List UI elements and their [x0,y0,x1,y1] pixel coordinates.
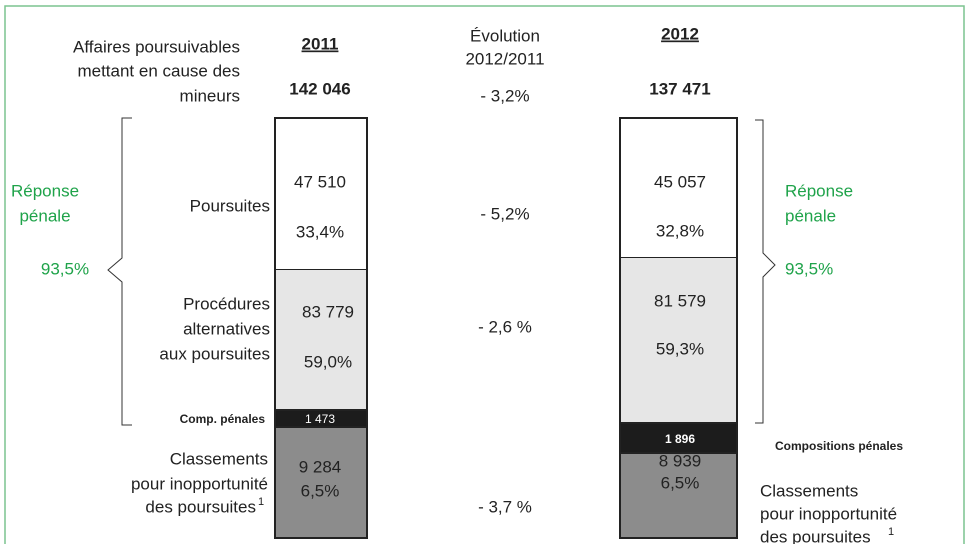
row-label: pour inopportunité [131,474,268,493]
count: 1 896 [665,432,695,446]
year: 2012 [661,24,699,43]
block-poursuites [274,117,368,271]
footnote-marker: 1 [258,496,264,508]
count: 1 473 [305,412,335,426]
count: 83 779 [302,302,354,321]
count: 9 284 [299,457,342,476]
row-label: des poursuites [760,527,871,544]
right-brace [755,119,776,424]
row-label: aux poursuites [159,344,270,363]
row-label: des poursuites [145,497,256,516]
share: 32,8% [656,221,704,240]
count: 81 579 [654,291,706,310]
penal-share: 93,5% [785,259,833,278]
share: 6,5% [661,473,700,492]
share: 59,3% [656,339,704,358]
row-label: mineurs [180,86,240,105]
row-label: Poursuites [190,196,270,215]
block-alternatives [275,270,367,410]
penal-label: pénale [785,206,836,225]
block-compositions [619,422,738,454]
row-label: Comp. pénales [180,412,266,426]
left-brace [107,117,132,426]
frame [4,5,965,544]
footnote-marker: 1 [888,526,894,538]
block-classements [274,426,368,539]
column-2011 [274,117,368,539]
share: 6,5% [301,481,340,500]
row-label: pour inopportunité [760,504,897,523]
penal-share: 93,5% [41,259,89,278]
evolution-header: Évolution [470,26,540,45]
penal-label: Réponse [11,181,79,200]
column-2012 [619,117,738,539]
block-alternatives [620,258,737,423]
evolution: - 5,2% [480,204,529,223]
count: 8 939 [659,451,702,470]
block-classements [619,452,738,539]
row-label: mettant en cause des [77,61,240,80]
row-label: Classements [760,481,858,500]
count: 47 510 [294,172,346,191]
row-label: Classements [170,449,268,468]
count: 45 057 [654,172,706,191]
share: 59,0% [304,352,352,371]
penal-label: Réponse [785,181,853,200]
row-label: Compositions pénales [775,439,903,453]
evolution-header: 2012/2011 [465,49,544,68]
share: 33,4% [296,222,344,241]
row-label: Affaires poursuivables [73,37,240,56]
total: 137 471 [649,79,710,98]
penal-label: pénale [19,206,70,225]
year: 2011 [302,34,339,53]
evolution: - 2,6 % [478,317,532,336]
evolution: - 3,2% [480,86,529,105]
total: 142 046 [289,79,350,98]
evolution: - 3,7 % [478,497,532,516]
row-label: alternatives [183,319,270,338]
row-label: Procédures [183,294,270,313]
